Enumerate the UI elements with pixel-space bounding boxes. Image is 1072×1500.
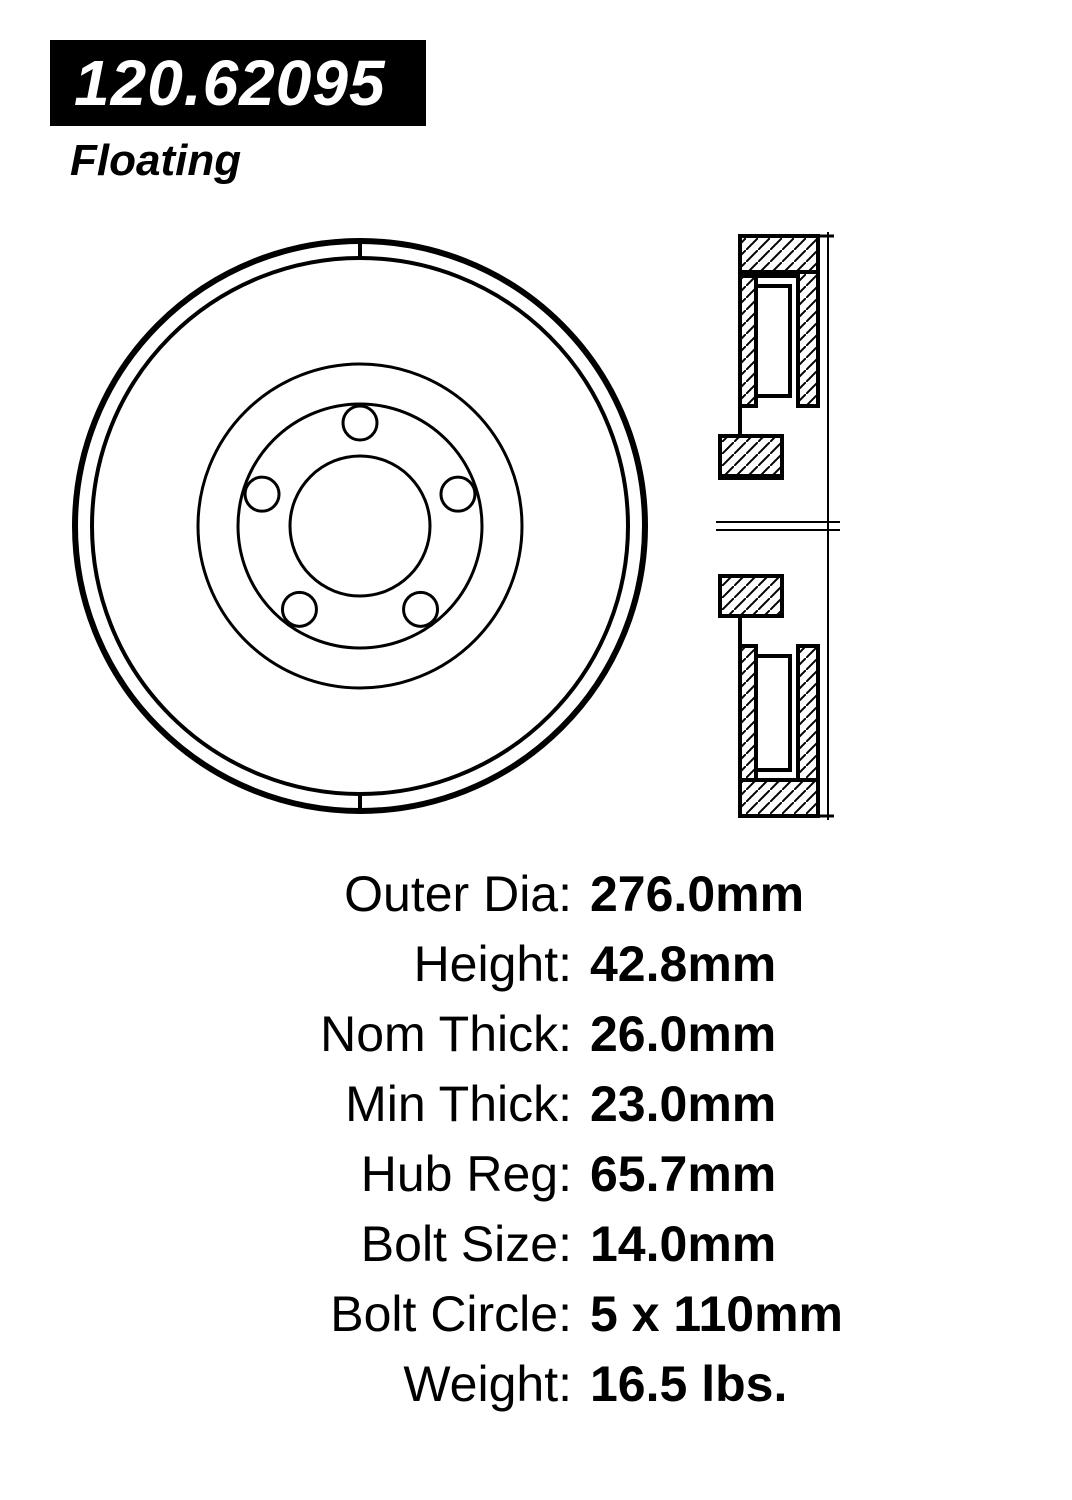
diagrams-row <box>50 216 1022 836</box>
spec-label: Height: <box>150 932 590 996</box>
specs-table: Outer Dia:276.0mmHeight:42.8mmNom Thick:… <box>50 862 1022 1416</box>
rotor-side-diagram <box>710 226 860 826</box>
spec-label: Bolt Circle: <box>150 1282 590 1346</box>
spec-value: 23.0mm <box>590 1072 1022 1136</box>
spec-label: Hub Reg: <box>150 1142 590 1206</box>
subtitle: Floating <box>70 136 1022 186</box>
spec-value: 26.0mm <box>590 1002 1022 1066</box>
part-number-box: 120.62095 <box>50 40 426 126</box>
spec-value: 276.0mm <box>590 862 1022 926</box>
spec-label: Bolt Size: <box>150 1212 590 1276</box>
spec-label: Weight: <box>150 1352 590 1416</box>
spec-value: 5 x 110mm <box>590 1282 1022 1346</box>
spec-value: 65.7mm <box>590 1142 1022 1206</box>
spec-label: Outer Dia: <box>150 862 590 926</box>
spec-label: Min Thick: <box>150 1072 590 1136</box>
spec-label: Nom Thick: <box>150 1002 590 1066</box>
spec-value: 16.5 lbs. <box>590 1352 1022 1416</box>
spec-value: 42.8mm <box>590 932 1022 996</box>
spec-value: 14.0mm <box>590 1212 1022 1276</box>
rotor-face-diagram <box>50 216 670 836</box>
part-number: 120.62095 <box>74 47 386 119</box>
